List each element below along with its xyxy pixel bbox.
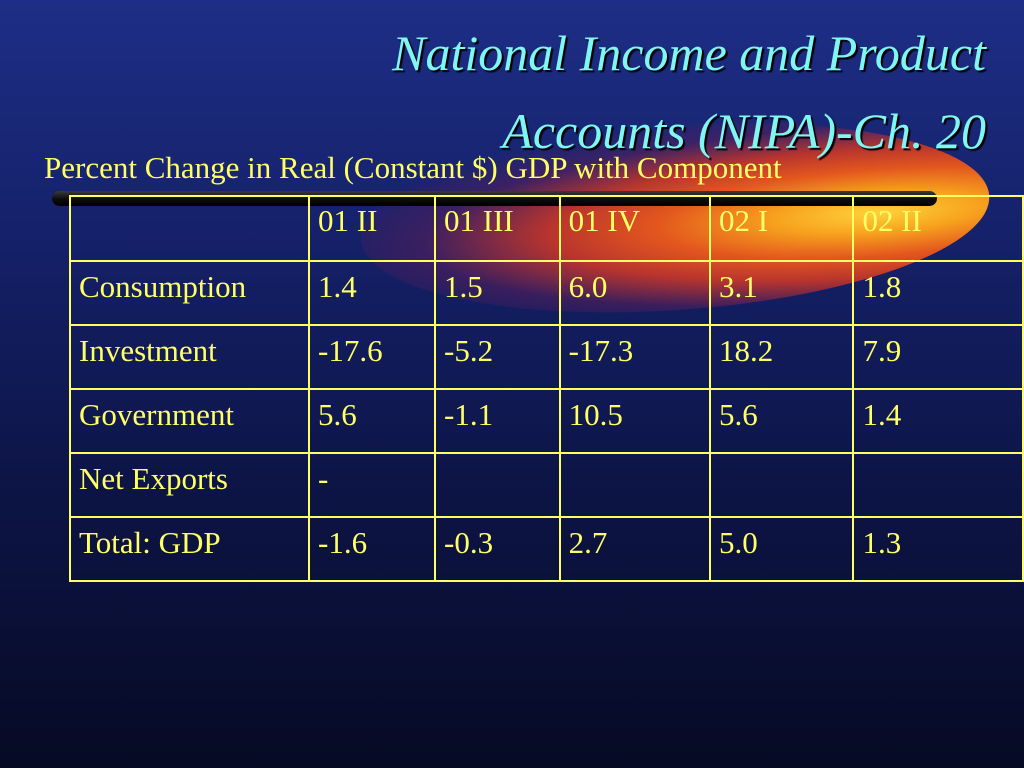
gdp-components-table: 01 II 01 III 01 IV 02 I 02 II Consumptio… bbox=[68, 195, 1024, 582]
table-cell: 1.4 bbox=[852, 388, 1024, 454]
row-label-cell: Consumption bbox=[68, 260, 311, 326]
table-cell: -0.3 bbox=[434, 516, 561, 582]
row-label-cell: Total: GDP bbox=[68, 516, 311, 582]
table-cell: 7.9 bbox=[852, 324, 1024, 390]
table-header-cell: 02 I bbox=[709, 195, 855, 262]
table-cell bbox=[434, 452, 561, 518]
table-cell bbox=[852, 452, 1024, 518]
table-header-cell: 01 III bbox=[434, 195, 561, 262]
table-header-cell: 02 II bbox=[852, 195, 1024, 262]
table-cell: -17.3 bbox=[558, 324, 712, 390]
table-cell: 10.5 bbox=[558, 388, 712, 454]
table-row: Government 5.6 -1.1 10.5 5.6 1.4 bbox=[68, 388, 1024, 454]
table-cell: 1.4 bbox=[308, 260, 437, 326]
table-header-cell: 01 II bbox=[308, 195, 437, 262]
table-cell bbox=[558, 452, 712, 518]
slide-title-line-2: Accounts (NIPA)-Ch. 20 bbox=[502, 103, 986, 159]
table-header-row: 01 II 01 III 01 IV 02 I 02 II bbox=[68, 195, 1024, 262]
row-label-cell: Investment bbox=[68, 324, 311, 390]
row-label-cell: Net Exports bbox=[68, 452, 311, 518]
slide-subtitle: Percent Change in Real (Constant $) GDP … bbox=[44, 150, 782, 185]
table-cell: 3.1 bbox=[709, 260, 855, 326]
table-row: Net Exports - bbox=[68, 452, 1024, 518]
table-row: Investment -17.6 -5.2 -17.3 18.2 7.9 bbox=[68, 324, 1024, 390]
table-cell: -1.1 bbox=[434, 388, 561, 454]
table-row: Consumption 1.4 1.5 6.0 3.1 1.8 bbox=[68, 260, 1024, 326]
table-cell: -5.2 bbox=[434, 324, 561, 390]
table-row: Total: GDP -1.6 -0.3 2.7 5.0 1.3 bbox=[68, 516, 1024, 582]
table-cell: 6.0 bbox=[558, 260, 712, 326]
table-header-cell bbox=[68, 195, 311, 262]
table-cell: - bbox=[308, 452, 437, 518]
row-label-cell: Government bbox=[68, 388, 311, 454]
table-cell: 5.6 bbox=[308, 388, 437, 454]
table-cell bbox=[709, 452, 855, 518]
table-cell: 18.2 bbox=[709, 324, 855, 390]
slide-title-line-1: National Income and Product bbox=[392, 25, 986, 81]
table-cell: 1.3 bbox=[852, 516, 1024, 582]
table-header-cell: 01 IV bbox=[558, 195, 712, 262]
table-cell: -17.6 bbox=[308, 324, 437, 390]
table-cell: 1.8 bbox=[852, 260, 1024, 326]
table-cell: 5.0 bbox=[709, 516, 855, 582]
table-cell: 2.7 bbox=[558, 516, 712, 582]
slide-title: National Income and Product Accounts (NI… bbox=[86, 14, 986, 170]
table-cell: -1.6 bbox=[308, 516, 437, 582]
table-cell: 5.6 bbox=[709, 388, 855, 454]
table-cell: 1.5 bbox=[434, 260, 561, 326]
